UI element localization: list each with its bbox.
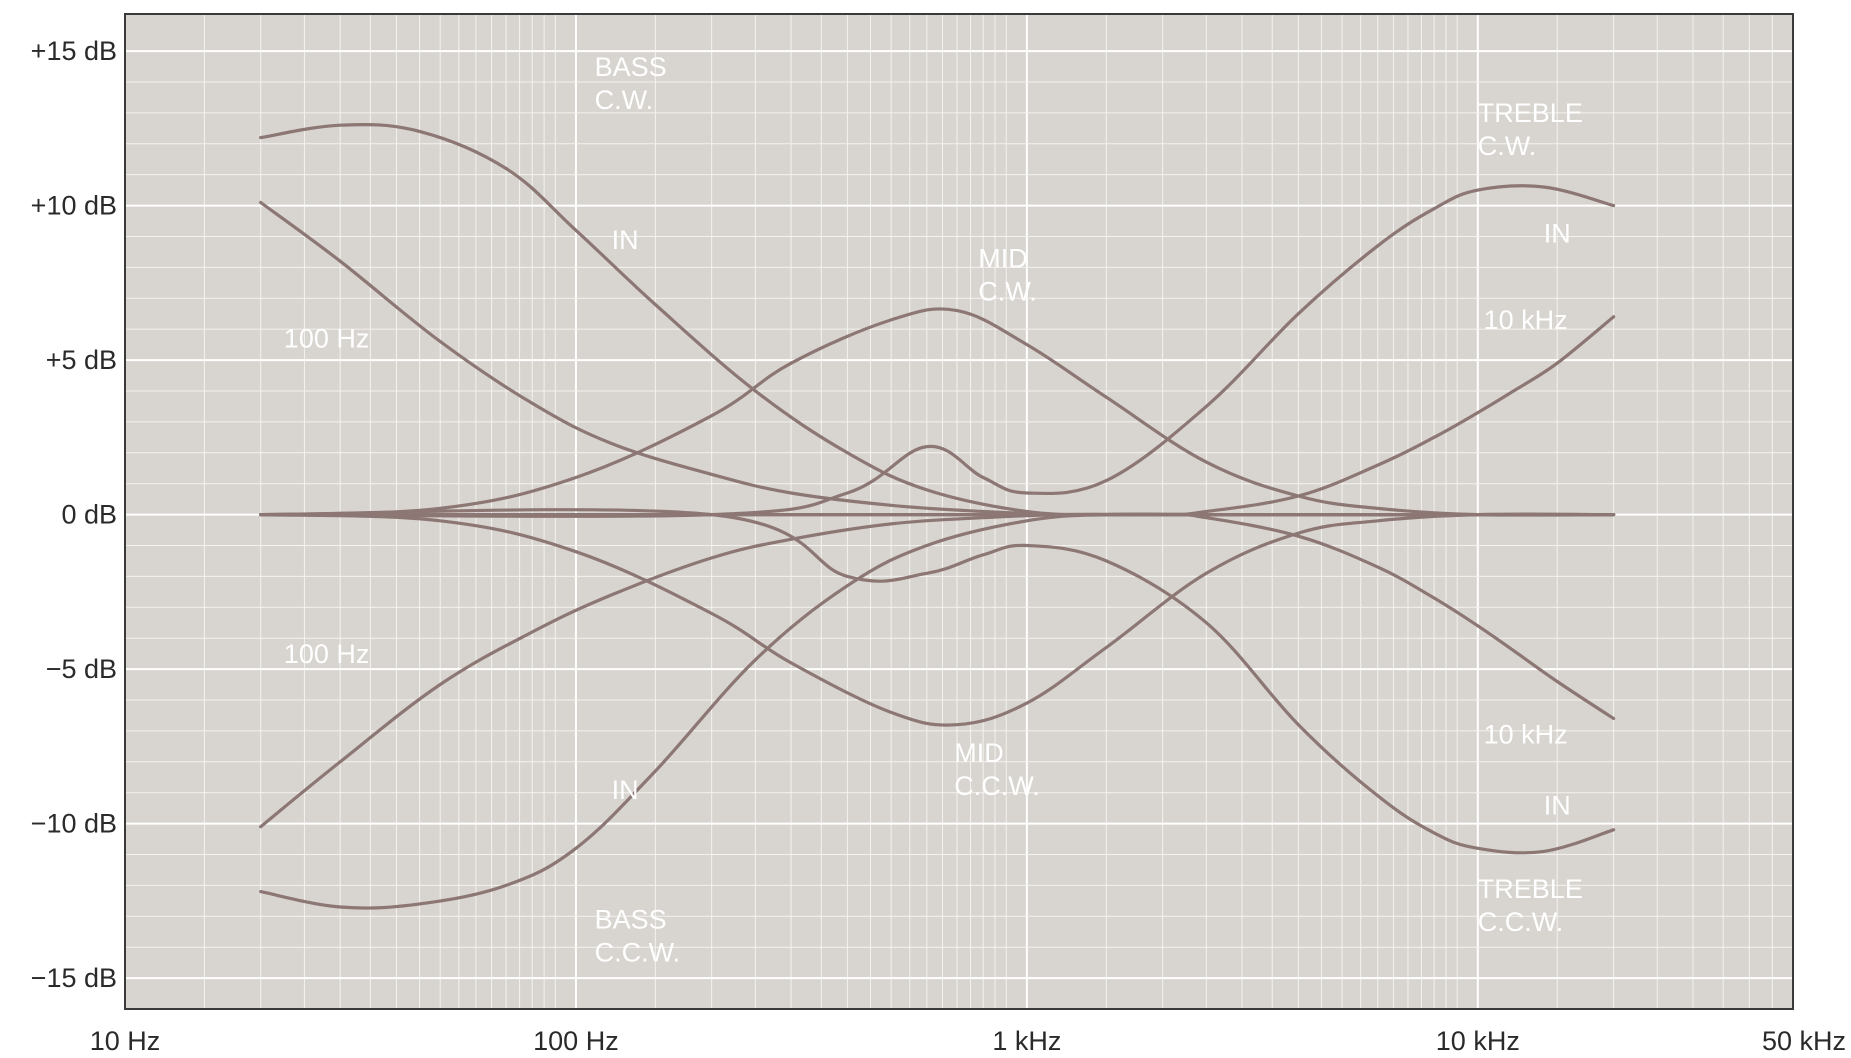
curve-label-3: 100 Hz [284,324,370,354]
curve-label-line: TREBLE [1478,98,1583,128]
curve-label-line: IN [612,775,639,805]
response-curve-5 [259,307,1616,517]
response-curve-6 [259,512,1616,727]
y-tick-label: −5 dB [46,654,117,684]
curve-label-line: C.W. [1478,131,1537,161]
curve-label-line: C.W. [595,85,654,115]
y-axis-ticks: +15 dB +10 dB +5 dB 0 dB −5 dB −10 dB −15 dB [31,36,117,993]
curve-label-line: C.W. [978,276,1037,306]
y-tick-label: +10 dB [31,191,117,221]
y-tick-label: −10 dB [31,809,117,839]
y-tick-label: +5 dB [46,345,117,375]
curve-label-line: 10 kHz [1484,719,1568,749]
curve-label-6: IN [1544,219,1571,249]
curve-label-11: IN [612,775,639,805]
x-axis-ticks: 10 Hz 100 Hz 1 kHz 10 kHz 50 kHz [90,1026,1846,1056]
x-tick-label: 100 Hz [533,1026,619,1056]
curve-label-line: MID [954,738,1004,768]
curve-label-line: C.C.W. [954,771,1040,801]
curve-label-line: BASS [595,52,667,82]
curve-label-line: 10 kHz [1484,305,1568,335]
response-curve-10 [259,512,1616,721]
curve-label-2: IN [612,225,639,255]
curve-label-10: MID C.C.W. [954,738,1040,801]
curve-label-9: 10 kHz [1484,719,1568,749]
plot-frame [124,13,1794,1010]
curve-label-line: MID [978,243,1028,273]
curve-label-line: IN [1544,790,1571,820]
curve-label-line: IN [612,225,639,255]
curve-label-8: 100 Hz [284,639,370,669]
curve-label-line: 100 Hz [284,639,370,669]
y-tick-label: 0 dB [61,500,117,530]
curve-label-4: MID C.W. [978,243,1037,306]
curve-label-1: BASS C.W. [595,52,667,115]
curve-label-7: 10 kHz [1484,305,1568,335]
response-curve-4 [259,512,1616,829]
curve-label-5: TREBLE C.W. [1478,98,1583,161]
response-curve-7 [259,184,1616,518]
x-tick-label: 10 kHz [1436,1026,1520,1056]
y-tick-label: +15 dB [31,36,117,66]
curve-label-line: TREBLE [1478,874,1583,904]
curve-label-12: IN [1544,790,1571,820]
curves [259,122,1616,910]
curve-label-line: C.C.W. [595,938,681,968]
curve-label-14: BASS C.C.W. [595,905,681,968]
x-tick-label: 50 kHz [1762,1026,1846,1056]
curve-label-line: IN [1544,219,1571,249]
y-tick-label: −15 dB [31,963,117,993]
curve-label-13: TREBLE C.C.W. [1478,874,1583,937]
curve-label-line: C.C.W. [1478,907,1564,937]
curve-label-line: 100 Hz [284,324,370,354]
response-curve-8 [259,508,1616,855]
x-tick-label: 10 Hz [90,1026,161,1056]
curve-label-line: BASS [595,905,667,935]
x-tick-label: 1 kHz [992,1026,1061,1056]
